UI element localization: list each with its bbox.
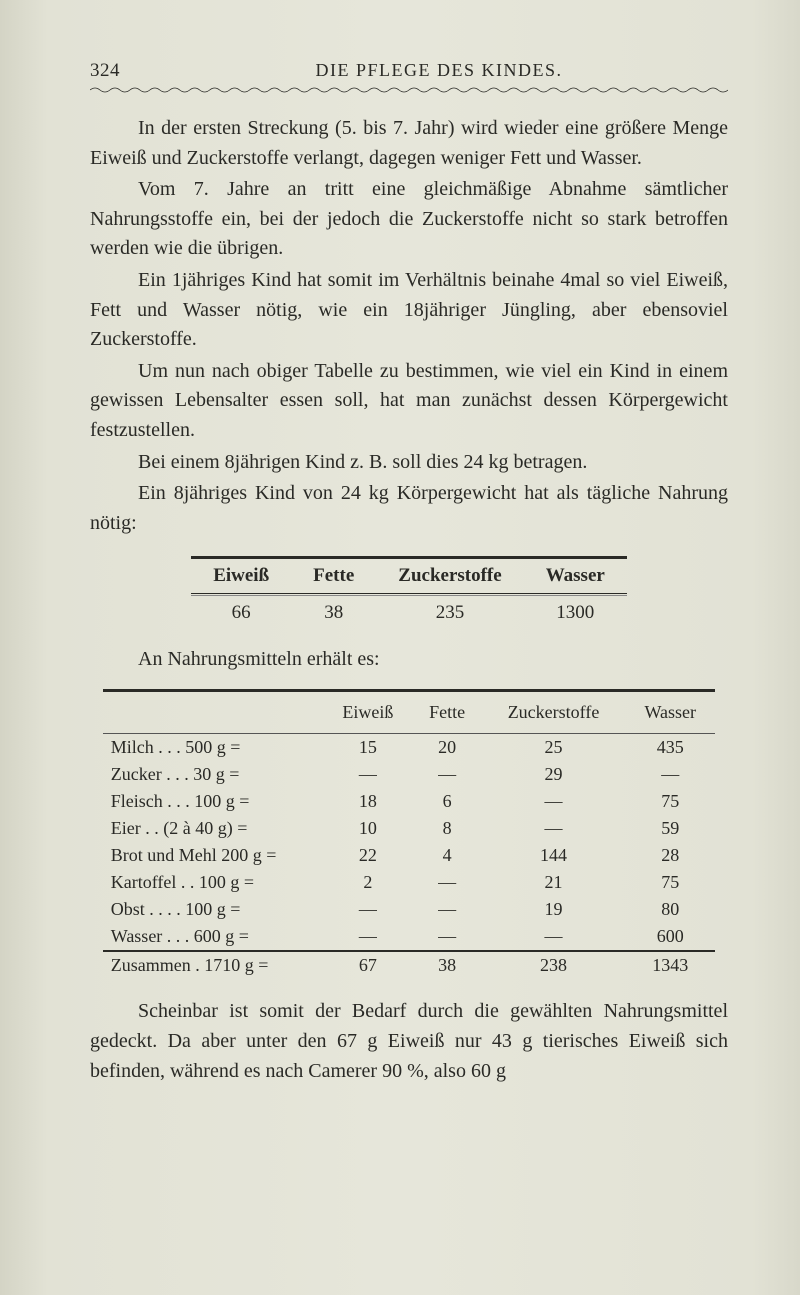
table-cell: — [413,896,482,923]
table-cell: 1300 [524,596,627,631]
table-cell-label: Milch . . . 500 g = [103,734,323,761]
table-cell: — [482,788,625,815]
foods-table: Eiweiß Fette Zuckerstoffe Wasser Milch .… [103,689,715,979]
table-cell: 66 [191,596,291,631]
table-cell: — [482,923,625,951]
table-row: Fleisch . . . 100 g =186—75 [103,788,715,815]
table-cell: 435 [625,734,715,761]
table-cell: — [323,761,412,788]
table-cell: — [323,896,412,923]
table-col-header: Fette [291,558,376,594]
table-row: Milch . . . 500 g =152025435 [103,734,715,761]
table-row: Wasser . . . 600 g =———600 [103,923,715,951]
table-cell: 75 [625,788,715,815]
table-cell: 6 [413,788,482,815]
table-cell: 25 [482,734,625,761]
table-cell: 144 [482,842,625,869]
running-header: 324 DIE PFLEGE DES KINDES. [90,60,728,82]
table-row: Brot und Mehl 200 g =22414428 [103,842,715,869]
table-cell: 20 [413,734,482,761]
table-cell-label: Zusammen . 1710 g = [103,952,323,979]
table-col-header: Eiweiß [323,691,412,734]
table-row: Zucker . . . 30 g =——29— [103,761,715,788]
table-cell: — [413,923,482,951]
table-cell: 15 [323,734,412,761]
table-cell: 4 [413,842,482,869]
page: 324 DIE PFLEGE DES KINDES. In der ersten… [0,0,800,1295]
table-cell: 67 [323,952,412,979]
table-cell: 29 [482,761,625,788]
paragraph: Ein 1jähriges Kind hat somit im Verhältn… [90,266,728,355]
table-cell: 238 [482,952,625,979]
table-cell: 80 [625,896,715,923]
table-cell-label: Obst . . . . 100 g = [103,896,323,923]
table-cell: 28 [625,842,715,869]
table-cell: 19 [482,896,625,923]
table-cell: — [625,761,715,788]
table-cell-label: Kartoffel . . 100 g = [103,869,323,896]
table-col-header: Eiweiß [191,558,291,594]
table-cell: 38 [413,952,482,979]
table-row: Eier . . (2 à 40 g) =108—59 [103,815,715,842]
table-col-header: Zuckerstoffe [482,691,625,734]
table-cell: 38 [291,596,376,631]
table-cell-label: Fleisch . . . 100 g = [103,788,323,815]
table-cell: 18 [323,788,412,815]
table-cell: 1343 [625,952,715,979]
paragraph: In der ersten Streckung (5. bis 7. Jahr)… [90,114,728,173]
paragraph: Vom 7. Jahre an tritt eine gleichmäßige … [90,175,728,264]
paragraph: Ein 8jähriges Kind von 24 kg Körpergewic… [90,479,728,538]
table-cell: 235 [376,596,523,631]
table-row: Obst . . . . 100 g =——1980 [103,896,715,923]
table-cell: 600 [625,923,715,951]
summary-table: Eiweiß Fette Zuckerstoffe Wasser 66 38 2… [191,556,627,630]
table-cell: 8 [413,815,482,842]
paragraph: Um nun nach obiger Tabelle zu bestimmen,… [90,357,728,446]
table-cell: 10 [323,815,412,842]
table-col-header: Wasser [625,691,715,734]
table-cell: — [413,869,482,896]
sub-heading: An Nahrungsmitteln erhält es: [90,648,728,671]
table-col-header: Wasser [524,558,627,594]
table-col-header: Fette [413,691,482,734]
table-cell: — [323,923,412,951]
table-cell-label: Zucker . . . 30 g = [103,761,323,788]
table-row-total: Zusammen . 1710 g =67382381343 [103,952,715,979]
table-cell: 59 [625,815,715,842]
table-cell: 2 [323,869,412,896]
paragraph: Scheinbar ist somit der Bedarf durch die… [90,997,728,1086]
running-head-title: DIE PFLEGE DES KINDES. [150,60,728,81]
table-row: Kartoffel . . 100 g =2—2175 [103,869,715,896]
table-col-header [103,691,323,734]
table-cell-label: Wasser . . . 600 g = [103,923,323,951]
table-row: 66 38 235 1300 [191,596,627,631]
table-col-header: Zuckerstoffe [376,558,523,594]
table-cell-label: Eier . . (2 à 40 g) = [103,815,323,842]
table-cell: 21 [482,869,625,896]
table-cell: 75 [625,869,715,896]
table-cell: — [413,761,482,788]
table-cell: 22 [323,842,412,869]
paragraph: Bei einem 8jährigen Kind z. B. soll dies… [90,448,728,478]
page-number: 324 [90,60,150,82]
wavy-rule [90,86,728,94]
table-cell: — [482,815,625,842]
table-cell-label: Brot und Mehl 200 g = [103,842,323,869]
